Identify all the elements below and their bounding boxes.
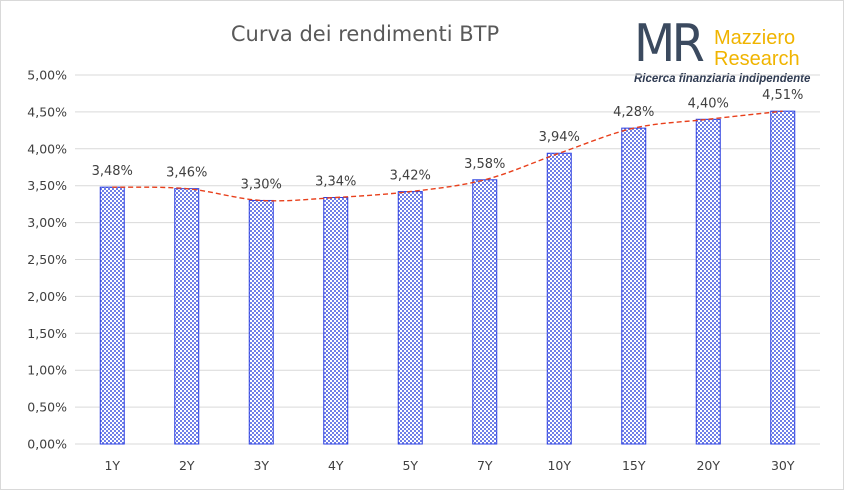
data-label: 3,58% [464,157,505,172]
logo-name-line2: Research [714,48,800,70]
data-label: 4,40% [688,96,729,111]
y-tick-label: 5,00% [27,68,67,83]
x-tick-label: 1Y [104,458,120,473]
y-tick-label: 4,50% [27,104,67,119]
data-labels: 3,48% 3,46% 3,30% 3,34% 3,42% 3,58% 3,94% 4,28%… [92,88,804,192]
x-tick-label: 5Y [402,458,418,473]
bar-10y [546,152,572,445]
bar-5y [397,191,423,445]
chart-title: Curva dei rendimenti BTP [230,22,500,46]
x-tick-label: 7Y [477,458,493,473]
x-tick-label: 20Y [696,458,720,473]
data-label: 3,34% [315,175,356,190]
y-tick-label: 0,00% [27,437,67,452]
x-axis: 1Y 2Y 3Y 4Y 5Y 7Y 10Y 15Y 20Y 30Y [104,458,794,473]
bar-15y [621,127,647,445]
x-tick-label: 10Y [547,458,571,473]
y-tick-label: 2,50% [27,252,67,267]
data-label: 4,51% [762,88,803,103]
y-tick-label: 2,00% [27,289,67,304]
x-tick-label: 30Y [771,458,795,473]
y-tick-label: 1,00% [27,363,67,378]
bars [99,110,796,445]
mazziero-logo: MR Mazziero Research Ricerca finanziaria… [634,18,814,88]
logo-tagline: Ricerca finanziaria indipendente [634,73,811,85]
bar-4y [323,197,349,445]
trend-line [112,110,783,202]
bar-3y [248,199,274,445]
y-tick-label: 4,00% [27,141,67,156]
y-tick-label: 3,50% [27,178,67,193]
data-label: 4,28% [613,105,654,120]
y-tick-label: 3,00% [27,215,67,230]
x-tick-label: 15Y [622,458,646,473]
x-tick-label: 3Y [253,458,269,473]
data-label: 3,94% [539,130,580,145]
bar-7y [472,179,498,445]
x-tick-label: 2Y [179,458,195,473]
data-label: 3,48% [92,164,133,179]
logo-name-line1: Mazziero [714,27,796,49]
bar-1y [99,186,125,445]
data-label: 3,30% [241,177,282,192]
x-tick-label: 4Y [328,458,344,473]
bar-30y [770,110,796,445]
bar-2y [174,188,200,445]
y-axis: 0,00% 0,50% 1,00% 1,50% 2,00% 2,50% 3,00% 3,50%… [27,68,67,452]
data-label: 3,42% [390,169,431,184]
y-tick-label: 0,50% [27,400,67,415]
logo-mark: MR [634,14,705,74]
y-tick-label: 1,50% [27,326,67,341]
bar-20y [695,118,721,445]
data-label: 3,46% [166,166,207,181]
